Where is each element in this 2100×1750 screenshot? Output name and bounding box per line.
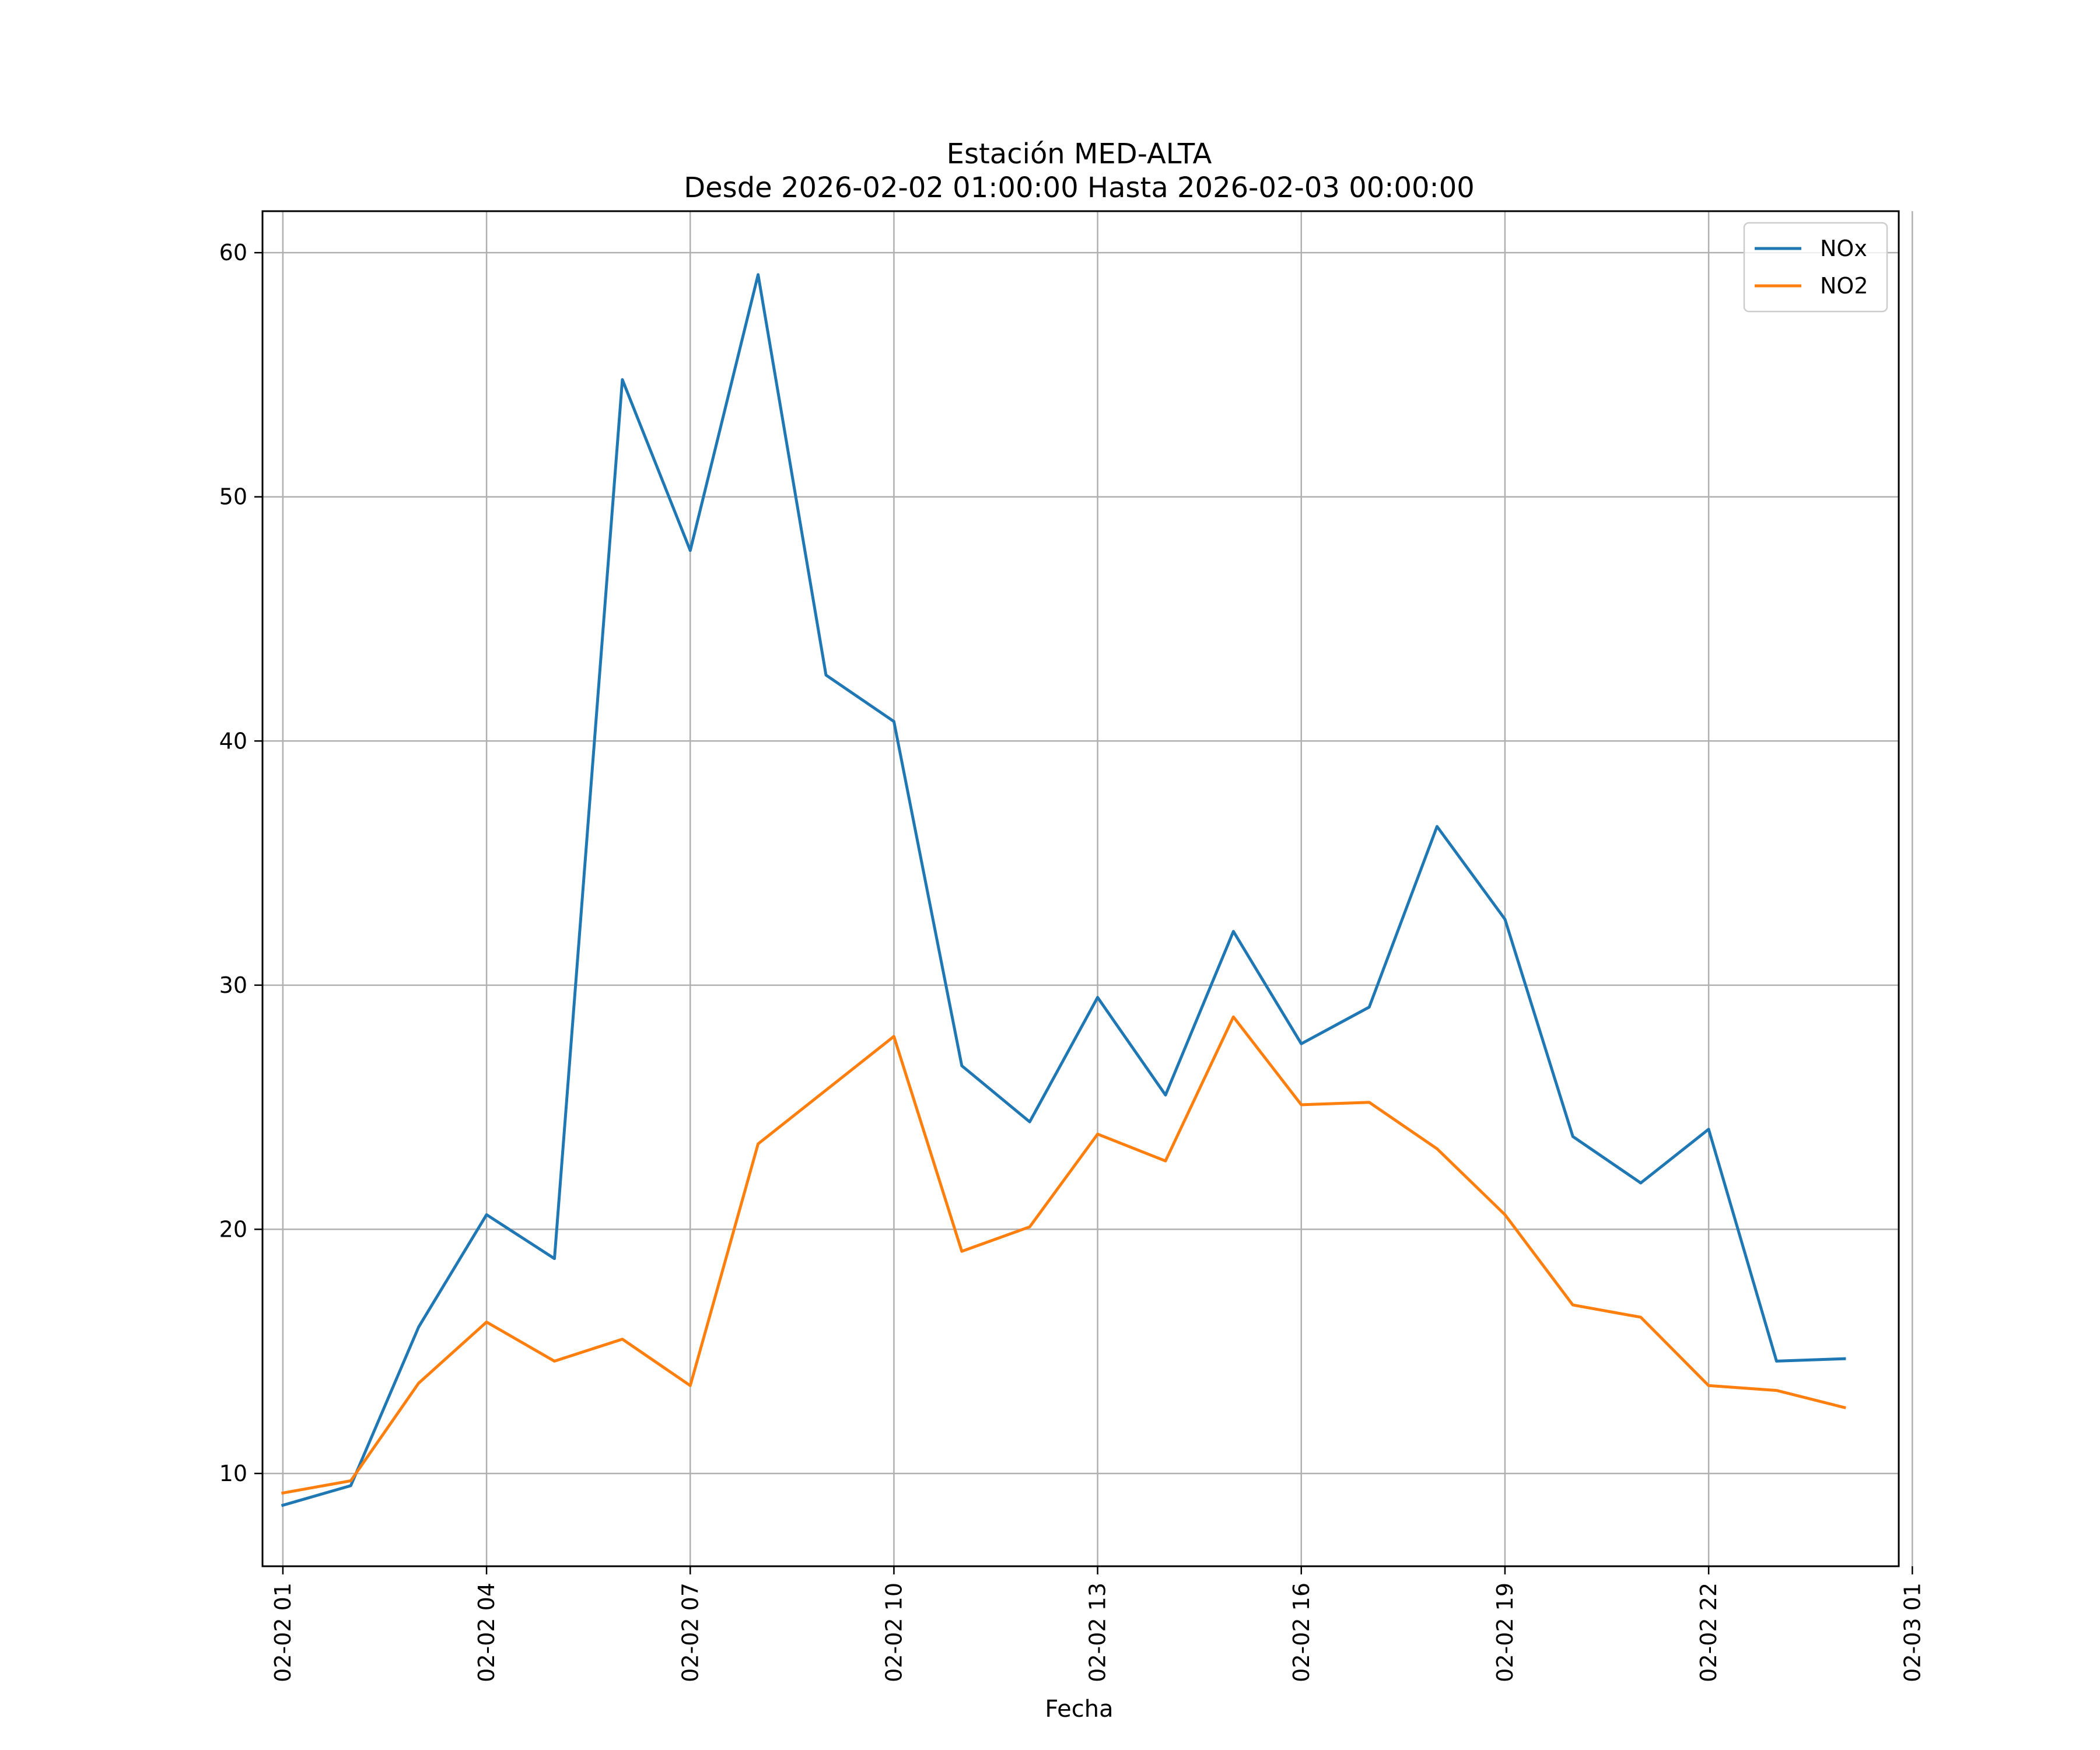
y-tick-label: 20 — [219, 1216, 247, 1242]
x-tick-label: 02-03 01 — [1899, 1583, 1925, 1682]
x-tick-label: 02-02 04 — [474, 1583, 499, 1682]
plot-frame — [261, 210, 1900, 1567]
series-line-no2 — [281, 1015, 1846, 1495]
y-tick-label: 30 — [219, 972, 247, 998]
chart-title: Estación MED-ALTA — [947, 138, 1212, 170]
y-tick-label: 40 — [219, 728, 247, 754]
x-tick-label: 02-02 19 — [1492, 1583, 1518, 1682]
series-lines — [281, 273, 1846, 1507]
legend-box — [1743, 222, 1888, 313]
series-line-nox — [281, 273, 1846, 1507]
x-tick-label: 02-02 22 — [1696, 1583, 1721, 1682]
x-tick-label: 02-02 01 — [270, 1583, 296, 1682]
legend-label-nox: NOx — [1820, 236, 1867, 261]
x-tick-label: 02-02 07 — [677, 1583, 703, 1682]
x-tick-label: 02-02 10 — [881, 1583, 907, 1682]
x-axis-label: Fecha — [1045, 1696, 1113, 1723]
legend: NOx NO2 — [1743, 222, 1888, 313]
chart-subtitle: Desde 2026-02-02 01:00:00 Hasta 2026-02-… — [684, 172, 1475, 204]
y-tick-label: 60 — [219, 240, 247, 265]
x-tick-label: 02-02 16 — [1289, 1583, 1314, 1682]
y-tick-label: 10 — [219, 1461, 247, 1486]
grid-lines — [262, 211, 1913, 1566]
legend-label-no2: NO2 — [1820, 273, 1868, 299]
axis-ticks: 02-02 01 02-02 04 02-02 07 02-02 10 02-02 13… — [219, 240, 1926, 1682]
x-tick-label: 02-02 13 — [1085, 1583, 1111, 1682]
y-tick-label: 50 — [219, 484, 247, 510]
